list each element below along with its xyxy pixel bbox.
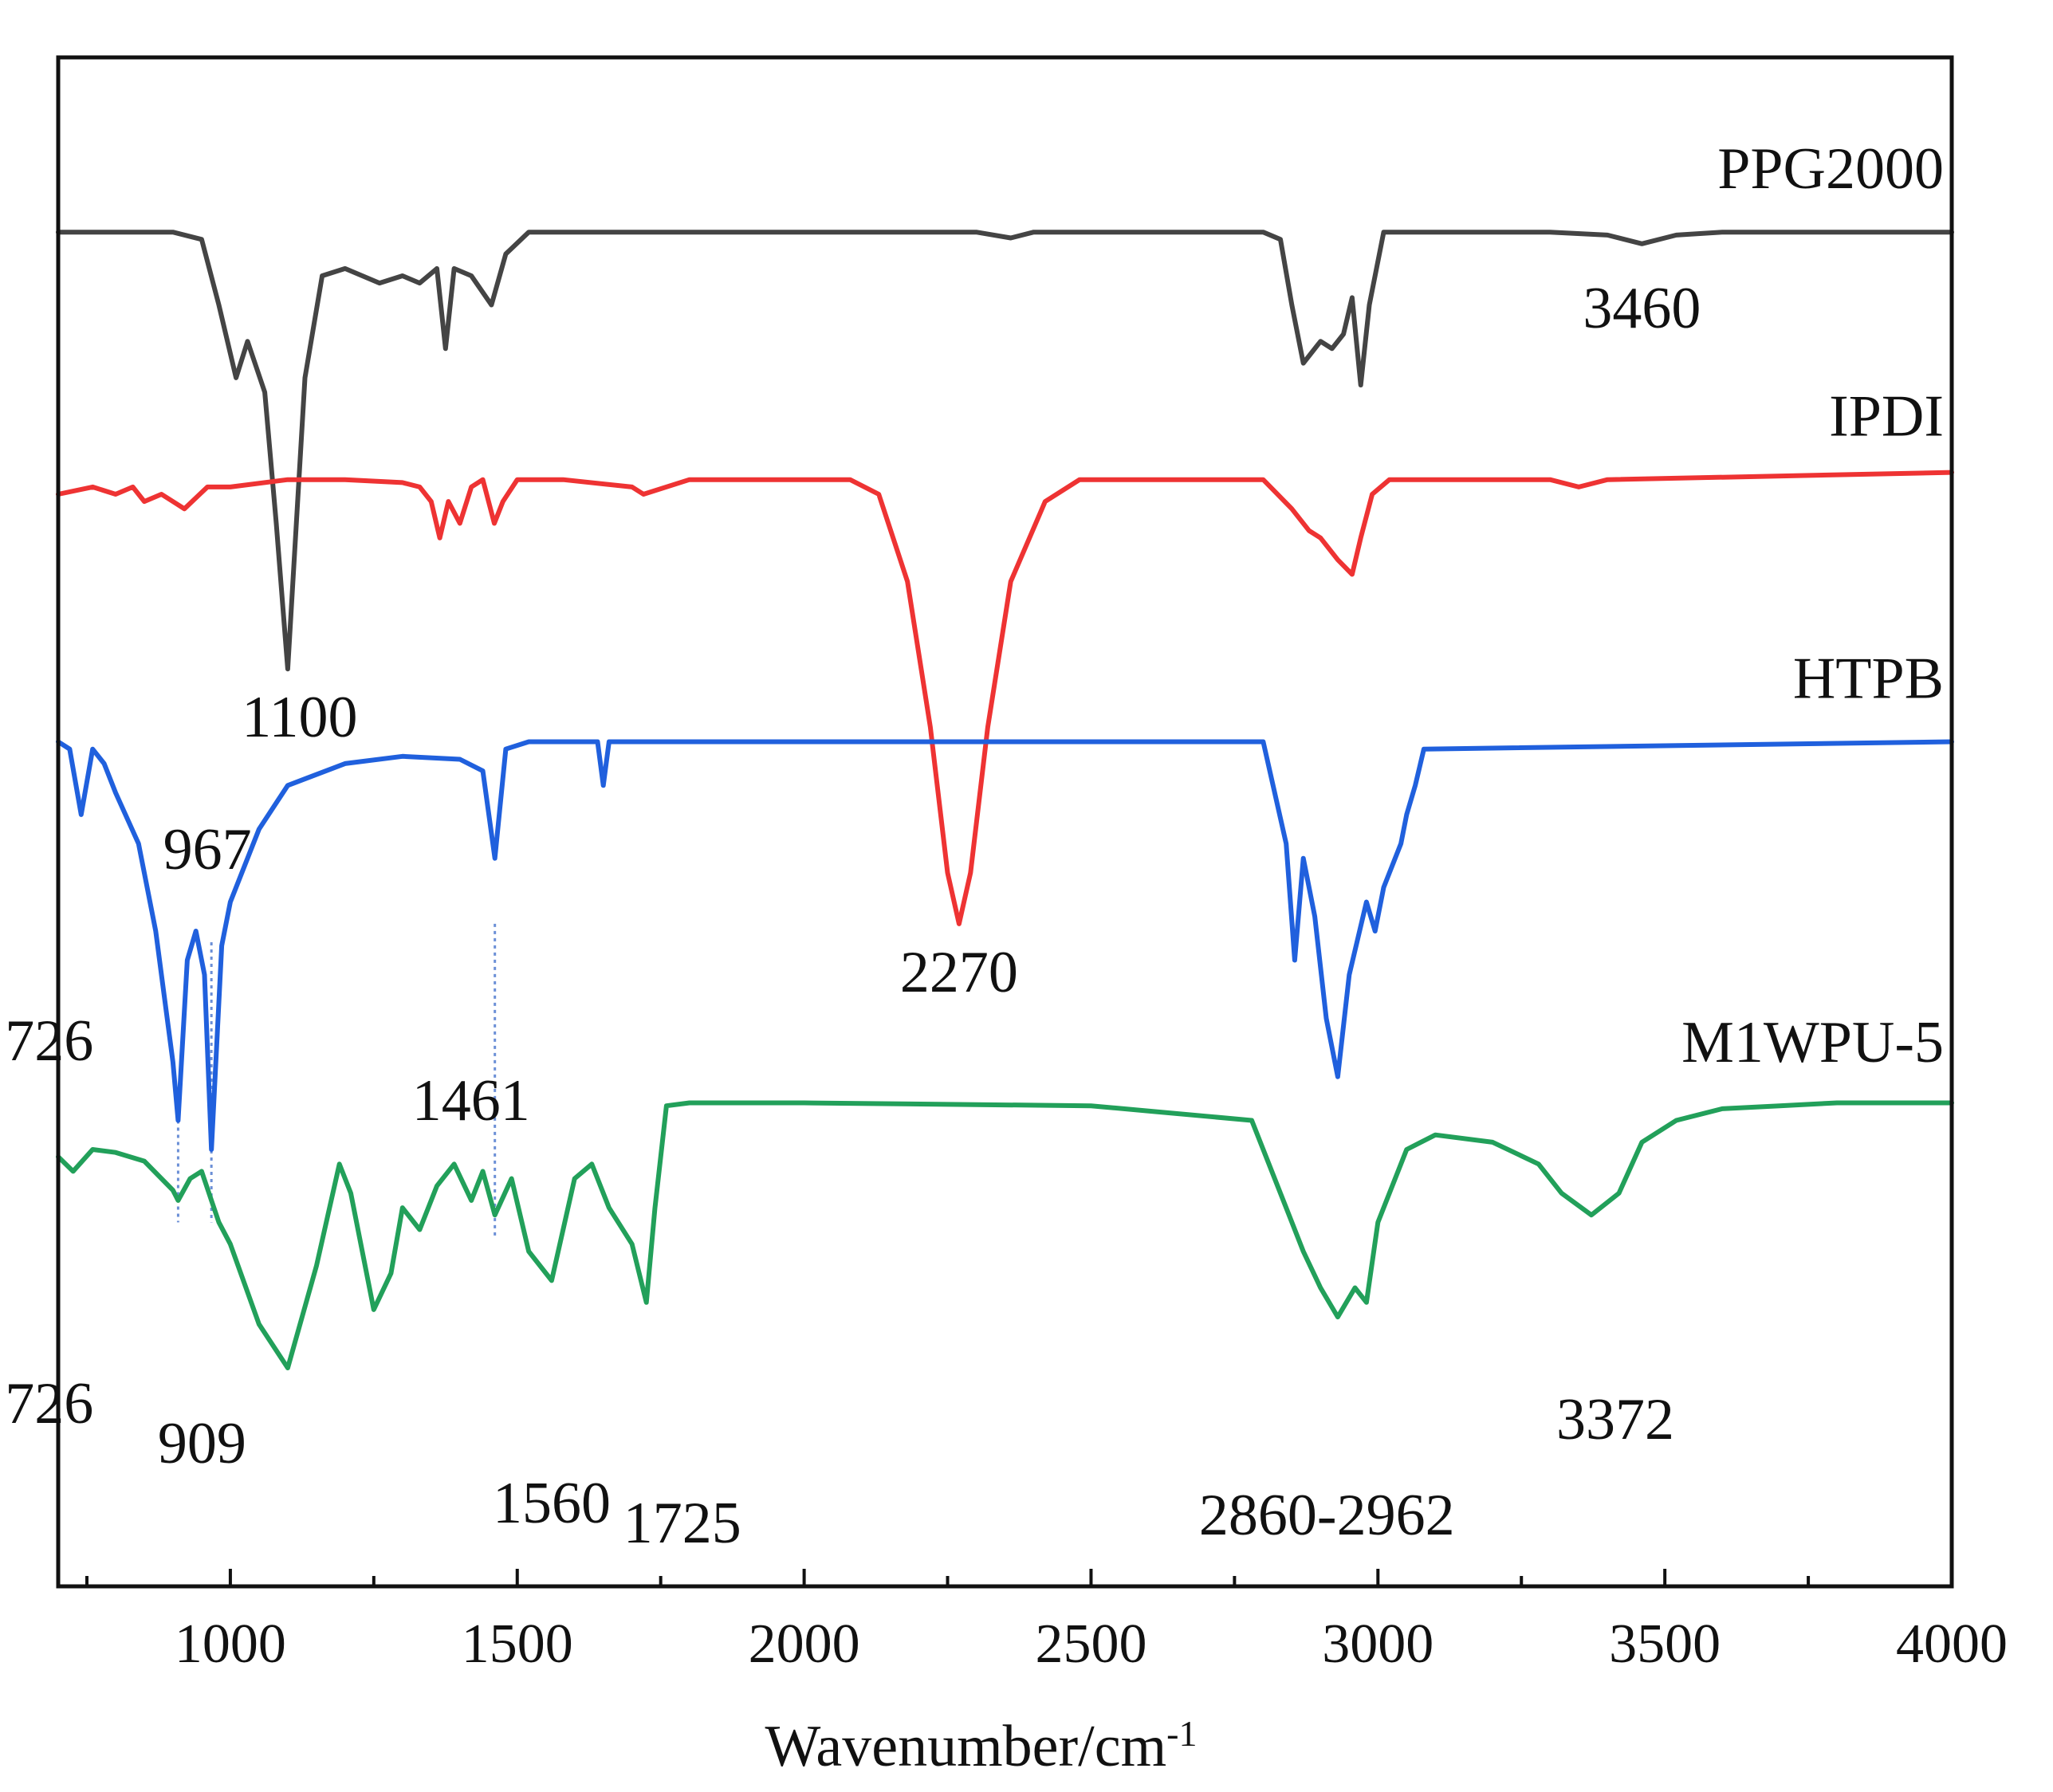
series-label-htpb: HTPB — [1793, 646, 1944, 712]
x-axis-title: Wavenumber/cm-1 — [765, 1713, 1198, 1780]
peak-label-htpb-967: 967 — [163, 817, 252, 882]
peak-guide-lines — [176, 923, 497, 1237]
peak-label-m1wpu-5-2860-2962: 2860-2962 — [1199, 1483, 1455, 1548]
series-line-ipdi — [56, 470, 1954, 926]
series-layer — [56, 230, 1954, 1370]
x-tick-label-2000: 2000 — [749, 1613, 860, 1675]
peak-label-ppg2000-1100: 1100 — [242, 685, 357, 750]
peak-label-htpb-726: 726 — [5, 1008, 93, 1074]
peak-label-htpb-1461: 1461 — [412, 1068, 530, 1134]
peak-label-m1wpu-5-1725: 1725 — [623, 1491, 741, 1556]
series-line-ppg2000 — [56, 230, 1954, 672]
x-axis-title-main: Wavenumber/cm — [765, 1714, 1167, 1779]
x-axis-title-superscript: -1 — [1166, 1713, 1197, 1754]
x-tick-label-3500: 3500 — [1609, 1613, 1721, 1675]
series-label-ipdi: IPDI — [1829, 384, 1944, 450]
x-tick-label-3000: 3000 — [1322, 1613, 1434, 1675]
x-axis-ticks — [85, 1569, 1953, 1586]
series-line-htpb — [56, 739, 1954, 1152]
x-axis-tick-labels: 1000 1500 2000 2500 3000 3500 4000 — [175, 1613, 2008, 1675]
peak-label-ipdi-2270: 2270 — [900, 940, 1018, 1005]
peak-label-ppg2000-3460: 3460 — [1583, 276, 1701, 341]
peak-label-m1wpu-5-1560: 1560 — [493, 1471, 611, 1536]
series-line-m1wpu-5 — [56, 1100, 1954, 1370]
peak-annotations: PPG2000 IPDI HTPB M1WPU-5 3460 1100 2270 967 726… — [5, 136, 1944, 1556]
plot-frame — [56, 55, 1954, 1589]
peak-label-m1wpu-5-726: 726 — [5, 1371, 93, 1436]
peak-label-m1wpu-5-909: 909 — [158, 1411, 246, 1476]
x-tick-label-1500: 1500 — [462, 1613, 573, 1675]
x-tick-label-1000: 1000 — [175, 1613, 286, 1675]
peak-label-m1wpu-5-3372: 3372 — [1556, 1387, 1674, 1452]
x-tick-label-2500: 2500 — [1035, 1613, 1146, 1675]
series-label-m1wpu-5: M1WPU-5 — [1681, 1010, 1944, 1075]
series-label-ppg2000: PPG2000 — [1717, 136, 1944, 202]
x-tick-label-4000: 4000 — [1896, 1613, 2008, 1675]
